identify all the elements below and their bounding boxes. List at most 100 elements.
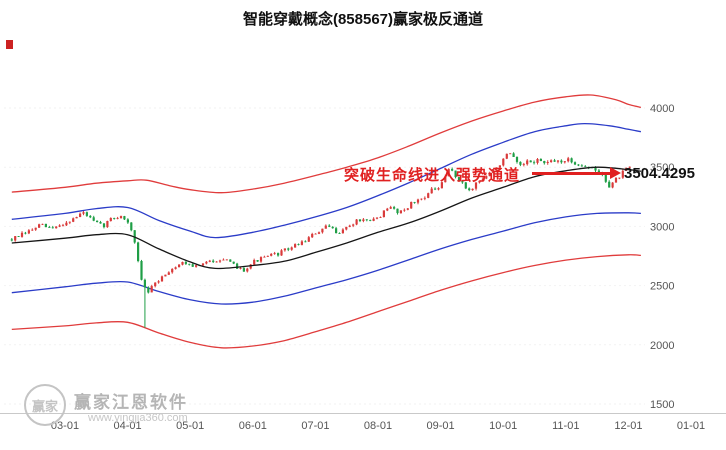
upper-red-channel-line xyxy=(11,94,642,194)
candle-body xyxy=(20,232,24,237)
brand-logo-icon: 赢家 xyxy=(24,384,66,426)
candle-body xyxy=(191,264,194,267)
candle-body xyxy=(338,233,341,234)
y-tick-label: 3000 xyxy=(650,221,674,233)
candle-body xyxy=(457,177,461,181)
candle-body xyxy=(464,182,467,189)
candle-body xyxy=(157,281,160,283)
candle-body xyxy=(68,221,71,223)
candle-body xyxy=(297,244,300,245)
candle-body xyxy=(133,230,136,243)
candle-body xyxy=(239,268,242,269)
candle-body xyxy=(440,182,443,189)
candle-body xyxy=(270,253,273,256)
candle-body xyxy=(24,232,27,234)
latest-price-label: 3504.4295 xyxy=(624,165,695,182)
candle-body xyxy=(263,256,266,258)
candle-body xyxy=(287,248,290,250)
candle-body xyxy=(539,159,542,161)
x-tick-label: 01-01 xyxy=(677,420,705,432)
candle-body xyxy=(277,253,280,256)
candle-body xyxy=(379,217,382,218)
candle-body xyxy=(335,228,338,233)
candle-body xyxy=(495,167,498,170)
candle-body xyxy=(218,260,222,262)
candle-body xyxy=(229,259,232,262)
candle-body xyxy=(317,232,321,234)
candle-body xyxy=(434,188,437,190)
candle-body xyxy=(44,223,47,228)
candle-body xyxy=(597,170,600,174)
candle-body xyxy=(362,219,365,221)
candle-body xyxy=(454,170,457,178)
candle-body xyxy=(533,162,536,164)
candle-body xyxy=(72,218,75,222)
candle-body xyxy=(321,228,324,233)
candle-body xyxy=(143,279,146,288)
x-tick-label: 11-01 xyxy=(552,420,579,432)
candle-body xyxy=(567,158,570,162)
x-tick-label: 09-01 xyxy=(427,420,455,432)
candle-body xyxy=(447,169,450,177)
candle-body xyxy=(311,234,314,238)
x-tick-label: 04-01 xyxy=(114,420,142,432)
candle-body xyxy=(529,160,532,163)
candle-body xyxy=(150,286,153,293)
candle-body xyxy=(266,255,269,257)
candle-body xyxy=(113,218,116,219)
candle-body xyxy=(116,218,119,219)
candle-body xyxy=(328,225,331,227)
candle-body xyxy=(167,272,170,275)
candle-body xyxy=(147,287,150,293)
candle-body xyxy=(352,224,355,226)
candle-body xyxy=(225,259,228,261)
watermark-url-text: www.yingjia360.com xyxy=(88,412,188,424)
candle-body xyxy=(181,262,184,265)
candle-body xyxy=(99,222,102,224)
candle-body xyxy=(164,274,167,277)
x-tick-label: 06-01 xyxy=(239,420,267,432)
candle-body xyxy=(253,260,256,265)
candle-body xyxy=(31,229,34,231)
candle-body xyxy=(526,160,529,165)
candle-body xyxy=(10,239,13,241)
candle-body xyxy=(41,223,44,225)
candle-body xyxy=(256,260,259,262)
x-tick-label: 03-01 xyxy=(51,420,79,432)
gridlines xyxy=(4,107,645,405)
candle-body xyxy=(584,166,587,168)
lower-red-channel-line xyxy=(11,254,641,349)
candle-body xyxy=(178,264,181,268)
candle-body xyxy=(314,233,317,235)
candle-body xyxy=(543,161,546,164)
breakout-annotation: 突破生命线进入强势通道 xyxy=(344,167,521,184)
candle-body xyxy=(365,219,368,221)
candle-body xyxy=(437,188,440,190)
candle-body xyxy=(573,162,577,165)
candle-body xyxy=(331,226,334,229)
candle-body xyxy=(556,160,560,162)
candle-body xyxy=(382,210,385,217)
candle-body xyxy=(290,247,293,250)
candles-layer xyxy=(10,152,631,328)
candle-body xyxy=(85,212,88,216)
candle-body xyxy=(249,264,252,269)
candle-body xyxy=(82,212,85,214)
candle-body xyxy=(492,169,495,173)
candle-body xyxy=(611,182,614,188)
candle-body xyxy=(444,176,447,183)
candle-body xyxy=(621,170,624,178)
candle-body xyxy=(55,226,58,229)
candle-body xyxy=(522,164,525,165)
candle-body xyxy=(205,261,208,264)
candle-body xyxy=(389,207,392,209)
candle-body xyxy=(478,180,481,183)
candle-body xyxy=(355,219,358,225)
candle-body xyxy=(423,197,426,199)
candle-body xyxy=(369,220,372,221)
candle-body xyxy=(560,160,563,163)
candle-body xyxy=(430,188,433,194)
candle-body xyxy=(130,222,133,231)
candle-body xyxy=(171,268,174,273)
